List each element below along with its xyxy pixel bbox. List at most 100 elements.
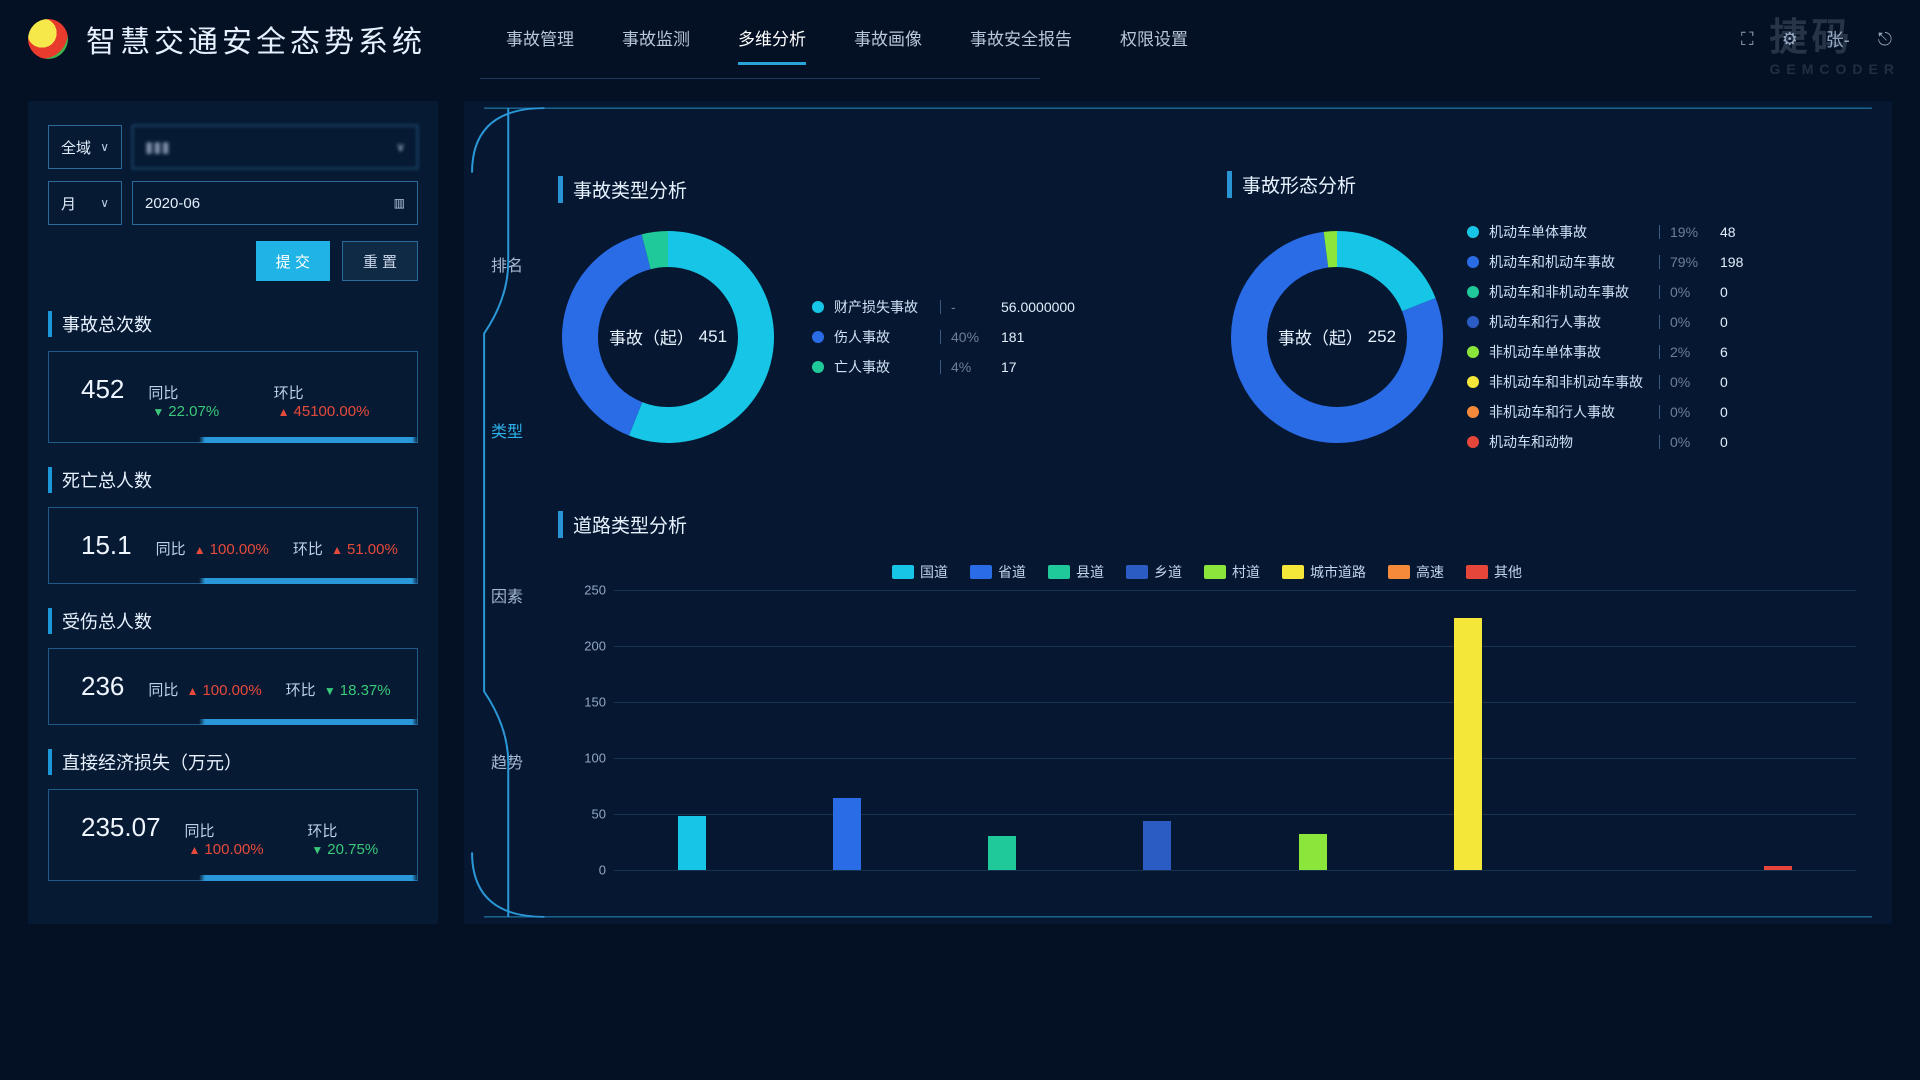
- legend-val: 0: [1720, 374, 1728, 390]
- y-tick: 150: [584, 695, 606, 710]
- region2-select[interactable]: ▮▮▮∨: [132, 125, 418, 169]
- legend-pct: -: [951, 299, 991, 315]
- monitor-icon[interactable]: ⛶: [1741, 29, 1754, 50]
- legend-pct: 19%: [1670, 224, 1710, 240]
- y-tick: 200: [584, 639, 606, 654]
- legend-row: 非机动车和非机动车事故0%0: [1467, 372, 1743, 392]
- date-input[interactable]: 2020-06▥: [132, 181, 418, 225]
- calendar-icon: ▥: [394, 196, 405, 210]
- stat-mom: 环比 ▼20.75%: [307, 820, 399, 858]
- legend-row: 亡人事故 4% 17: [812, 357, 1075, 377]
- legend-name: 机动车和动物: [1489, 432, 1649, 452]
- nav-item-0[interactable]: 事故管理: [506, 13, 574, 65]
- stat-value: 235.07: [81, 812, 161, 843]
- legend-row: 机动车单体事故 19% 48: [1467, 222, 1743, 242]
- stat-mom: 环比 ▼18.37%: [286, 679, 391, 700]
- legend-name: 非机动车和行人事故: [1489, 402, 1649, 422]
- side-tab-0[interactable]: 排名: [476, 252, 538, 276]
- legend-pct: 0%: [1670, 374, 1710, 390]
- period-type-select[interactable]: 月∨: [48, 181, 122, 225]
- stat-title-3: 直接经济损失（万元）: [48, 749, 418, 775]
- legend-pct: 79%: [1670, 254, 1710, 270]
- donut2-chart: 事故（起） 252: [1227, 227, 1447, 447]
- legend-pct: 40%: [951, 329, 991, 345]
- y-tick: 250: [584, 583, 606, 598]
- stat-title-1: 死亡总人数: [48, 467, 418, 493]
- bar-legend-item: 乡道: [1126, 562, 1182, 582]
- legend-row: 机动车和非机动车事故 0% 0: [1467, 282, 1743, 302]
- legend-dot: [1467, 436, 1479, 448]
- reset-button[interactable]: 重 置: [342, 241, 418, 281]
- nav-item-2[interactable]: 多维分析: [738, 13, 806, 65]
- stat-card-1: 15.1同比 ▲100.00%环比 ▲51.00%: [48, 507, 418, 584]
- donut2-block: 事故形态分析 事故（起） 252 机动车单体事故 19% 48 机动车和机动车事故 79…: [1227, 141, 1856, 481]
- side-tab-3[interactable]: 趋势: [476, 749, 538, 773]
- filter-sidebar: 全域∨ ▮▮▮∨ 月∨ 2020-06▥ 提 交 重 置 事故总次数452同比 …: [28, 101, 438, 924]
- bar-legend-item: 高速: [1388, 562, 1444, 582]
- legend-pct: 2%: [1670, 344, 1710, 360]
- legend-name: 机动车和行人事故: [1489, 312, 1649, 332]
- legend-row: 非机动车单体事故 2% 6: [1467, 342, 1743, 362]
- donut1-title: 事故类型分析: [558, 176, 1187, 203]
- legend-row: 机动车和行人事故0%0: [1467, 312, 1743, 332]
- legend-val: 17: [1001, 359, 1017, 375]
- legend-name: 非机动车单体事故: [1489, 342, 1649, 362]
- stat-title-2: 受伤总人数: [48, 608, 418, 634]
- bar: [988, 836, 1016, 870]
- legend-name: 机动车和机动车事故: [1489, 252, 1649, 272]
- legend-pct: 0%: [1670, 404, 1710, 420]
- side-tab-1[interactable]: 类型: [476, 418, 538, 442]
- legend-val: 6: [1720, 344, 1728, 360]
- nav-item-1[interactable]: 事故监测: [622, 13, 690, 65]
- stat-yoy: 同比 ▲100.00%: [148, 679, 261, 700]
- donut2-legend: 机动车单体事故 19% 48 机动车和机动车事故 79% 198 机动车和非机动车事故 0% 0…: [1467, 222, 1743, 452]
- legend-val: 0: [1720, 434, 1728, 450]
- donut1-block: 事故类型分析 事故（起） 451 财产损失事故-56.0000000伤人事故40…: [558, 141, 1187, 481]
- legend-dot: [1467, 406, 1479, 418]
- legend-val: 198: [1720, 254, 1743, 270]
- chevron-down-icon: ∨: [396, 140, 405, 154]
- legend-val: 48: [1720, 224, 1736, 240]
- stat-value: 452: [81, 374, 124, 405]
- y-tick: 50: [592, 807, 606, 822]
- legend-name: 伤人事故: [834, 327, 930, 347]
- donut1-legend: 财产损失事故-56.0000000伤人事故40%181亡人事故4%17: [812, 297, 1075, 377]
- legend-name: 亡人事故: [834, 357, 930, 377]
- region-select[interactable]: 全域∨: [48, 125, 122, 169]
- legend-pct: 0%: [1670, 284, 1710, 300]
- stat-mom: 环比 ▲51.00%: [293, 538, 398, 559]
- bar: [1454, 618, 1482, 870]
- stat-value: 15.1: [81, 530, 132, 561]
- submit-button[interactable]: 提 交: [256, 241, 330, 281]
- legend-dot: [812, 331, 824, 343]
- stat-mom: 环比 ▲45100.00%: [274, 382, 399, 420]
- legend-pct: 4%: [951, 359, 991, 375]
- logo-icon: [28, 19, 68, 59]
- legend-pct: 0%: [1670, 314, 1710, 330]
- donut1-chart: 事故（起） 451: [558, 227, 778, 447]
- stat-yoy: 同比 ▲100.00%: [185, 820, 284, 858]
- stat-value: 236: [81, 671, 124, 702]
- legend-dot: [1467, 376, 1479, 388]
- donut1-center-label: 事故（起）: [609, 324, 694, 349]
- bar-legend: 国道省道县道乡道村道城市道路高速其他: [558, 562, 1856, 582]
- y-tick: 0: [599, 863, 606, 878]
- nav-item-5[interactable]: 权限设置: [1120, 13, 1188, 65]
- nav-item-3[interactable]: 事故画像: [854, 13, 922, 65]
- bar-legend-item: 城市道路: [1282, 562, 1366, 582]
- bar-legend-item: 其他: [1466, 562, 1522, 582]
- legend-val: 0: [1720, 284, 1728, 300]
- legend-name: 机动车和非机动车事故: [1489, 282, 1649, 302]
- bar-title: 道路类型分析: [558, 511, 1856, 538]
- side-tab-2[interactable]: 因素: [476, 583, 538, 607]
- legend-name: 机动车单体事故: [1489, 222, 1649, 242]
- donut2-center-label: 事故（起）: [1278, 324, 1363, 349]
- donut2-title: 事故形态分析: [1227, 171, 1856, 198]
- legend-dot: [1467, 286, 1479, 298]
- legend-dot: [1467, 316, 1479, 328]
- legend-row: 机动车和动物0%0: [1467, 432, 1743, 452]
- bar: [1299, 834, 1327, 870]
- nav-item-4[interactable]: 事故安全报告: [970, 13, 1072, 65]
- bar-chart: 050100150200250: [558, 590, 1856, 900]
- bar: [1143, 821, 1171, 870]
